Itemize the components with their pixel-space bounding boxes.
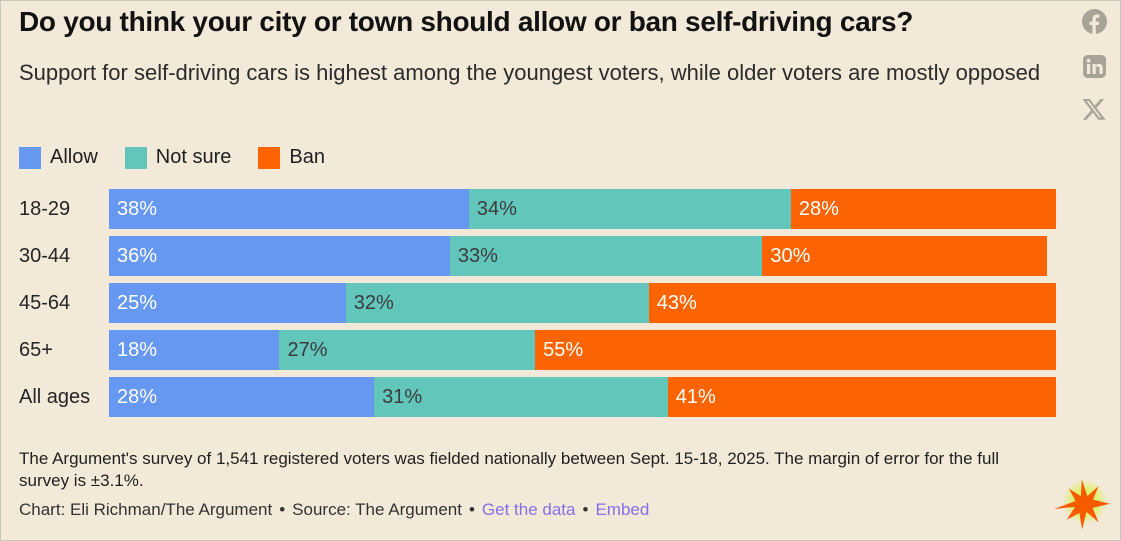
row-label: 30-44 [19,244,71,267]
bar-segment-allow: 28% [109,377,375,417]
bar-value-label: 25% [117,291,158,314]
footnote: The Argument's survey of 1,541 registere… [19,449,1000,490]
legend-item-allow: Allow [19,146,98,169]
chart-row: All ages 28% 31% 41% [19,377,1056,417]
linkedin-icon [1082,55,1106,78]
bar-value-label: 28% [117,385,158,408]
embed-link[interactable]: Embed [595,500,650,519]
source-credit: Source: The Argument [292,500,462,519]
row-label: 45-64 [19,291,71,314]
x-twitter-icon [1082,99,1106,120]
row-label: 65+ [19,338,53,361]
legend-swatch-not-sure [124,146,147,169]
chart-row: 30-44 36% 33% 30% [19,236,1056,276]
chart-row: 45-64 25% 32% 43% [19,283,1056,323]
starburst-icon [1054,479,1110,530]
bar-value-label: 32% [353,291,394,314]
bar-segment-allow: 18% [109,330,280,370]
bar-segment-not-sure: 27% [279,330,536,370]
chart: 18-29 38% 34% 28% 30-44 36% 33% 30% 45-64 25% 32% 4… [19,189,1056,424]
social-share-rail [1081,9,1107,123]
bar-group: 25% 32% 43% [109,283,1056,323]
bar-group: 28% 31% 41% [109,377,1056,417]
bar-segment-allow: 25% [109,283,346,323]
chart-row: 65+ 18% 27% 55% [19,330,1056,370]
bar-segment-ban: 55% [535,330,1056,370]
row-label: 18-29 [19,197,71,220]
bar-segment-not-sure: 31% [374,377,668,417]
legend-label: Ban [289,146,325,168]
linkedin-share-button[interactable] [1082,55,1106,78]
legend: Allow Not sure Ban [19,146,325,169]
bar-segment-not-sure: 32% [345,283,649,323]
bar-value-label: 38% [117,197,158,220]
bar-value-label: 43% [656,291,697,314]
facebook-share-button[interactable] [1081,9,1107,34]
starburst-shape [1054,479,1110,530]
row-label: All ages [19,385,91,408]
legend-item-not-sure: Not sure [124,146,232,169]
bar-value-label: 41% [675,385,716,408]
legend-item-ban: Ban [258,146,325,169]
bar-segment-not-sure: 34% [468,189,791,229]
bar-value-label: 34% [476,197,517,220]
bar-group: 36% 33% 30% [109,236,1056,276]
bar-value-label: 31% [382,385,423,408]
bar-segment-ban: 43% [648,283,1056,323]
get-the-data-link[interactable]: Get the data [481,500,576,519]
bar-value-label: 30% [770,244,811,267]
bar-segment-not-sure: 33% [449,236,763,276]
bar-segment-allow: 38% [109,189,469,229]
the-argument-logo-button[interactable] [1053,478,1111,536]
bar-value-label: 28% [798,197,839,220]
page-title: Do you think your city or town should al… [19,6,914,37]
bar-value-label: 55% [543,338,584,361]
bar-value-label: 18% [117,338,158,361]
chart-row: 18-29 38% 34% 28% [19,189,1056,229]
bar-value-label: 36% [117,244,158,267]
legend-swatch-allow [19,146,41,169]
legend-label: Allow [50,146,98,168]
legend-label: Not sure [155,146,232,168]
x-twitter-share-button[interactable] [1081,99,1107,123]
bar-value-label: 33% [457,244,498,267]
subtitle: Support for self-driving cars is highest… [19,60,1041,85]
legend-swatch-ban [258,146,281,169]
credits-line: Chart: Eli Richman/The Argument • Source: … [19,500,650,519]
bar-group: 18% 27% 55% [109,330,1056,370]
bar-group: 38% 34% 28% [109,189,1056,229]
bar-segment-ban: 41% [667,377,1056,417]
bar-segment-ban: 30% [762,236,1047,276]
chart-credit: Chart: Eli Richman/The Argument [19,500,273,519]
bar-segment-ban: 28% [790,189,1056,229]
bar-segment-allow: 36% [109,236,450,276]
facebook-icon [1081,9,1107,34]
bar-value-label: 27% [287,338,328,361]
